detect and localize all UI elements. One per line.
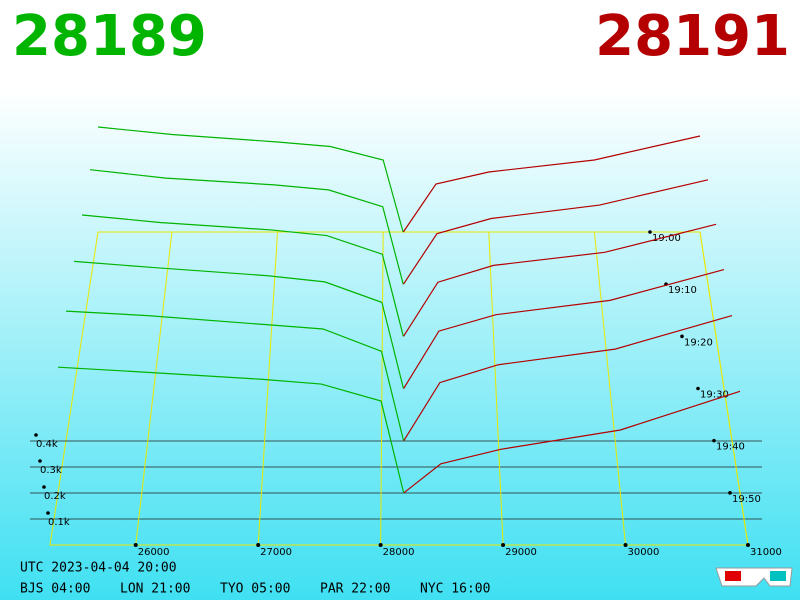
x-tick-label: 28000: [383, 547, 415, 558]
x-tick: [623, 543, 628, 547]
time-label: 19:50: [732, 494, 761, 505]
floor-grid-line: [593, 231, 627, 546]
depth-tick: [42, 485, 46, 489]
clock: BJS 04:00: [20, 582, 90, 597]
x-tick: [256, 543, 261, 547]
asks-line: [403, 315, 733, 441]
x-tick-label: 31000: [750, 547, 782, 558]
depth-tick: [34, 433, 38, 437]
time-label: 19:20: [684, 337, 713, 348]
bids-line: [81, 214, 404, 337]
x-tick: [746, 543, 750, 547]
clock: TYO 05:00: [220, 582, 290, 597]
asks-line: [403, 223, 717, 337]
x-tick: [133, 543, 138, 547]
depth-tick-label: 0.2k: [44, 491, 66, 502]
floor-grid-line: [135, 231, 173, 546]
bids-line: [97, 126, 404, 233]
bid-price: 28189: [12, 4, 207, 69]
clock: NYC 16:00: [420, 582, 490, 597]
asks-line: [403, 390, 741, 494]
time-tick: [648, 230, 652, 234]
clock: LON 21:00: [120, 582, 190, 597]
time-tick: [728, 491, 732, 495]
depth-tick-label: 0.4k: [36, 439, 58, 450]
bids-line: [57, 366, 405, 493]
depth-tick: [38, 459, 42, 463]
clock: PAR 22:00: [320, 582, 390, 597]
time-tick: [680, 334, 684, 339]
x-tick: [501, 543, 506, 547]
floor-grid-line: [699, 231, 749, 546]
time-label: 19:30: [700, 390, 729, 401]
x-tick-label: 30000: [628, 547, 660, 558]
floor-grid-line: [488, 231, 504, 546]
bids-line: [65, 310, 405, 441]
timestamp: UTC 2023-04-04 20:00: [20, 561, 177, 576]
x-tick-label: 29000: [505, 547, 537, 558]
depth-tick-label: 0.3k: [40, 465, 62, 476]
depth-tick-label: 0.1k: [48, 517, 70, 528]
ask-price: 28191: [595, 4, 790, 69]
time-label: 19:00: [652, 233, 681, 244]
floor-grid-line: [380, 231, 384, 546]
x-tick: [378, 543, 383, 547]
3d-glasses: [715, 567, 793, 587]
x-tick-label: 27000: [260, 547, 292, 558]
asks-line: [402, 135, 701, 233]
asks-line: [403, 269, 725, 389]
time-label: 19:10: [668, 285, 697, 296]
floor-grid-line: [257, 231, 279, 546]
bids-line: [73, 260, 405, 389]
time-tick: [696, 386, 700, 391]
bids-line: [89, 169, 404, 285]
time-tick: [712, 438, 716, 443]
x-tick-label: 26000: [138, 547, 170, 558]
time-label: 19:40: [716, 442, 745, 453]
depth-tick: [46, 511, 50, 515]
asks-line: [402, 179, 709, 285]
